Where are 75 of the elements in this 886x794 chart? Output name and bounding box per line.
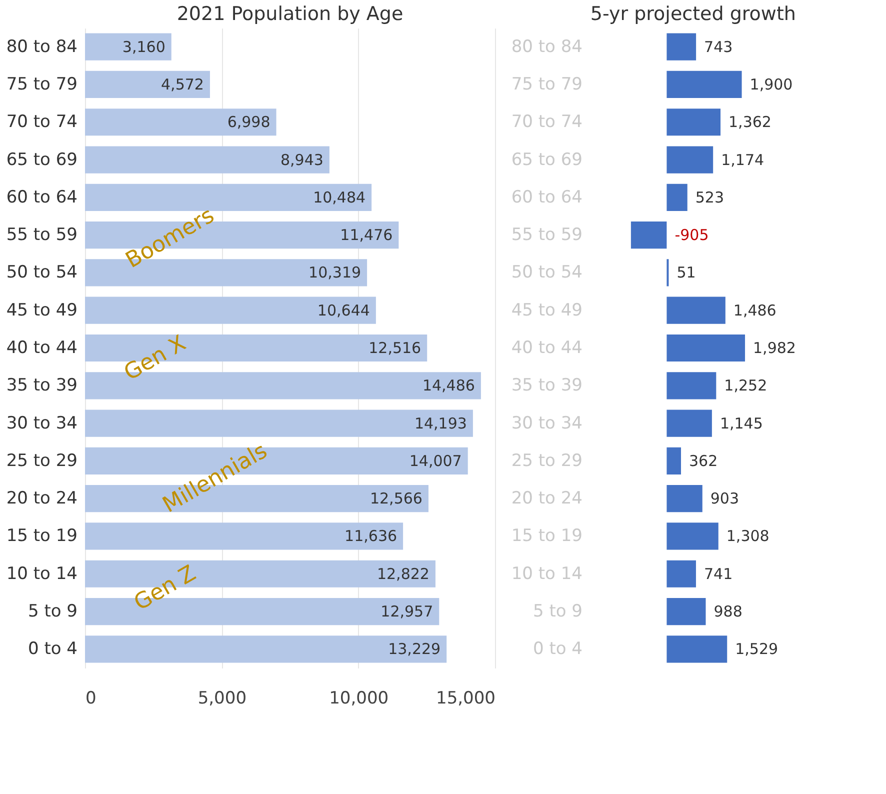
data-label: 1,900 (750, 75, 793, 94)
bar (666, 410, 712, 437)
data-label: 12,516 (368, 339, 422, 357)
y-tick-label: 0 to 4 (28, 639, 78, 660)
data-label: 1,174 (721, 150, 764, 169)
y-tick-label: 55 to 59 (6, 225, 78, 246)
bar (666, 560, 696, 588)
data-label: 10,319 (308, 264, 362, 282)
bar (630, 222, 667, 249)
y-tick-label: 75 to 79 (6, 74, 78, 94)
data-label: 741 (704, 564, 733, 583)
bar (666, 636, 728, 663)
data-label: 11,476 (340, 226, 393, 244)
bar (666, 598, 706, 626)
y-tick-label: 20 to 24 (6, 488, 78, 509)
bar (666, 146, 714, 174)
bar (666, 334, 746, 362)
data-label: -905 (674, 226, 709, 244)
y-tick-label: 5 to 9 (28, 602, 78, 622)
data-label: 51 (676, 264, 696, 282)
data-label: 523 (695, 188, 724, 206)
y-tick-label: 65 to 69 (6, 150, 78, 170)
data-label: 903 (710, 490, 740, 508)
data-label: 4,572 (161, 75, 204, 94)
y-tick-label: 10 to 14 (6, 564, 78, 584)
data-label: 14,007 (409, 452, 462, 470)
y-tick-label: 15 to 19 (6, 526, 78, 546)
bar (666, 485, 702, 512)
data-label: 1,362 (728, 113, 772, 132)
y-tick-label: 70 to 74 (6, 112, 78, 132)
data-label: 1,982 (753, 339, 796, 357)
data-label: 743 (704, 38, 733, 56)
data-label: 1,529 (735, 640, 778, 658)
data-label: 1,308 (726, 527, 770, 546)
data-label: 8,943 (280, 150, 324, 169)
bar (666, 108, 721, 136)
bar (666, 372, 716, 400)
bar (666, 522, 718, 550)
x-tick-label: 10,000 (329, 688, 389, 708)
chart-title: 2021 Population by Age (176, 3, 404, 25)
data-label: 14,193 (414, 414, 467, 432)
data-label: 14,486 (422, 376, 475, 395)
data-label: 13,229 (388, 640, 441, 658)
data-label: 11,636 (344, 527, 398, 546)
chart-title: 5-yr projected growth (590, 3, 796, 25)
bar (666, 33, 696, 60)
bar (666, 70, 742, 98)
y-tick-label: 80 to 84 (6, 36, 78, 57)
data-label: 12,957 (380, 602, 434, 621)
data-label: 1,486 (733, 301, 776, 320)
data-label: 10,484 (313, 188, 366, 206)
data-label: 12,566 (370, 490, 422, 508)
data-label: 10,644 (317, 301, 370, 320)
data-label: 1,252 (724, 376, 768, 395)
y-tick-label: 45 to 49 (6, 300, 78, 320)
x-tick-label: 5,000 (198, 688, 247, 708)
data-label: 12,822 (376, 564, 430, 583)
y-tick-label: 35 to 39 (6, 376, 78, 396)
data-label: 1,145 (720, 414, 763, 432)
y-tick-label: 30 to 34 (6, 413, 78, 434)
data-label: 988 (714, 602, 742, 621)
y-tick-label: 25 to 29 (6, 450, 78, 471)
annotation: Gen Z (130, 560, 200, 616)
data-label: 6,998 (227, 113, 270, 132)
x-tick-label: 0 (86, 688, 96, 708)
y-tick-label: 40 to 44 (6, 338, 78, 358)
bar (666, 296, 726, 324)
bar (666, 447, 681, 474)
annotation: Gen X (120, 330, 190, 386)
bar (666, 184, 688, 211)
y-tick-label: 60 to 64 (6, 187, 78, 208)
y-tick-label: 50 to 54 (6, 262, 78, 283)
x-tick-label: 15,000 (436, 688, 496, 708)
data-label: 3,160 (122, 38, 166, 56)
data-label: 362 (689, 452, 718, 470)
